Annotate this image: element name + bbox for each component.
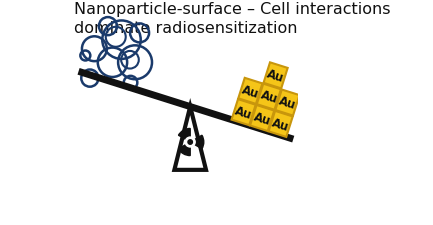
Text: Au: Au (277, 94, 297, 112)
Wedge shape (178, 145, 190, 156)
Text: Au: Au (252, 110, 272, 127)
Polygon shape (232, 100, 255, 126)
Polygon shape (264, 63, 288, 89)
Polygon shape (250, 106, 274, 131)
Text: Au: Au (265, 67, 286, 85)
Circle shape (185, 137, 195, 147)
Polygon shape (257, 84, 281, 110)
Circle shape (188, 140, 192, 145)
Text: Au: Au (240, 83, 261, 100)
Polygon shape (238, 79, 262, 104)
Wedge shape (194, 136, 204, 149)
Text: Nanoparticle-surface – Cell interactions
dominate radiosensitization: Nanoparticle-surface – Cell interactions… (74, 2, 391, 36)
Text: Au: Au (233, 104, 254, 122)
Text: Au: Au (271, 116, 291, 133)
Wedge shape (178, 129, 190, 140)
Polygon shape (275, 90, 300, 116)
Text: Au: Au (259, 88, 279, 106)
Polygon shape (174, 107, 206, 170)
Polygon shape (268, 111, 293, 137)
